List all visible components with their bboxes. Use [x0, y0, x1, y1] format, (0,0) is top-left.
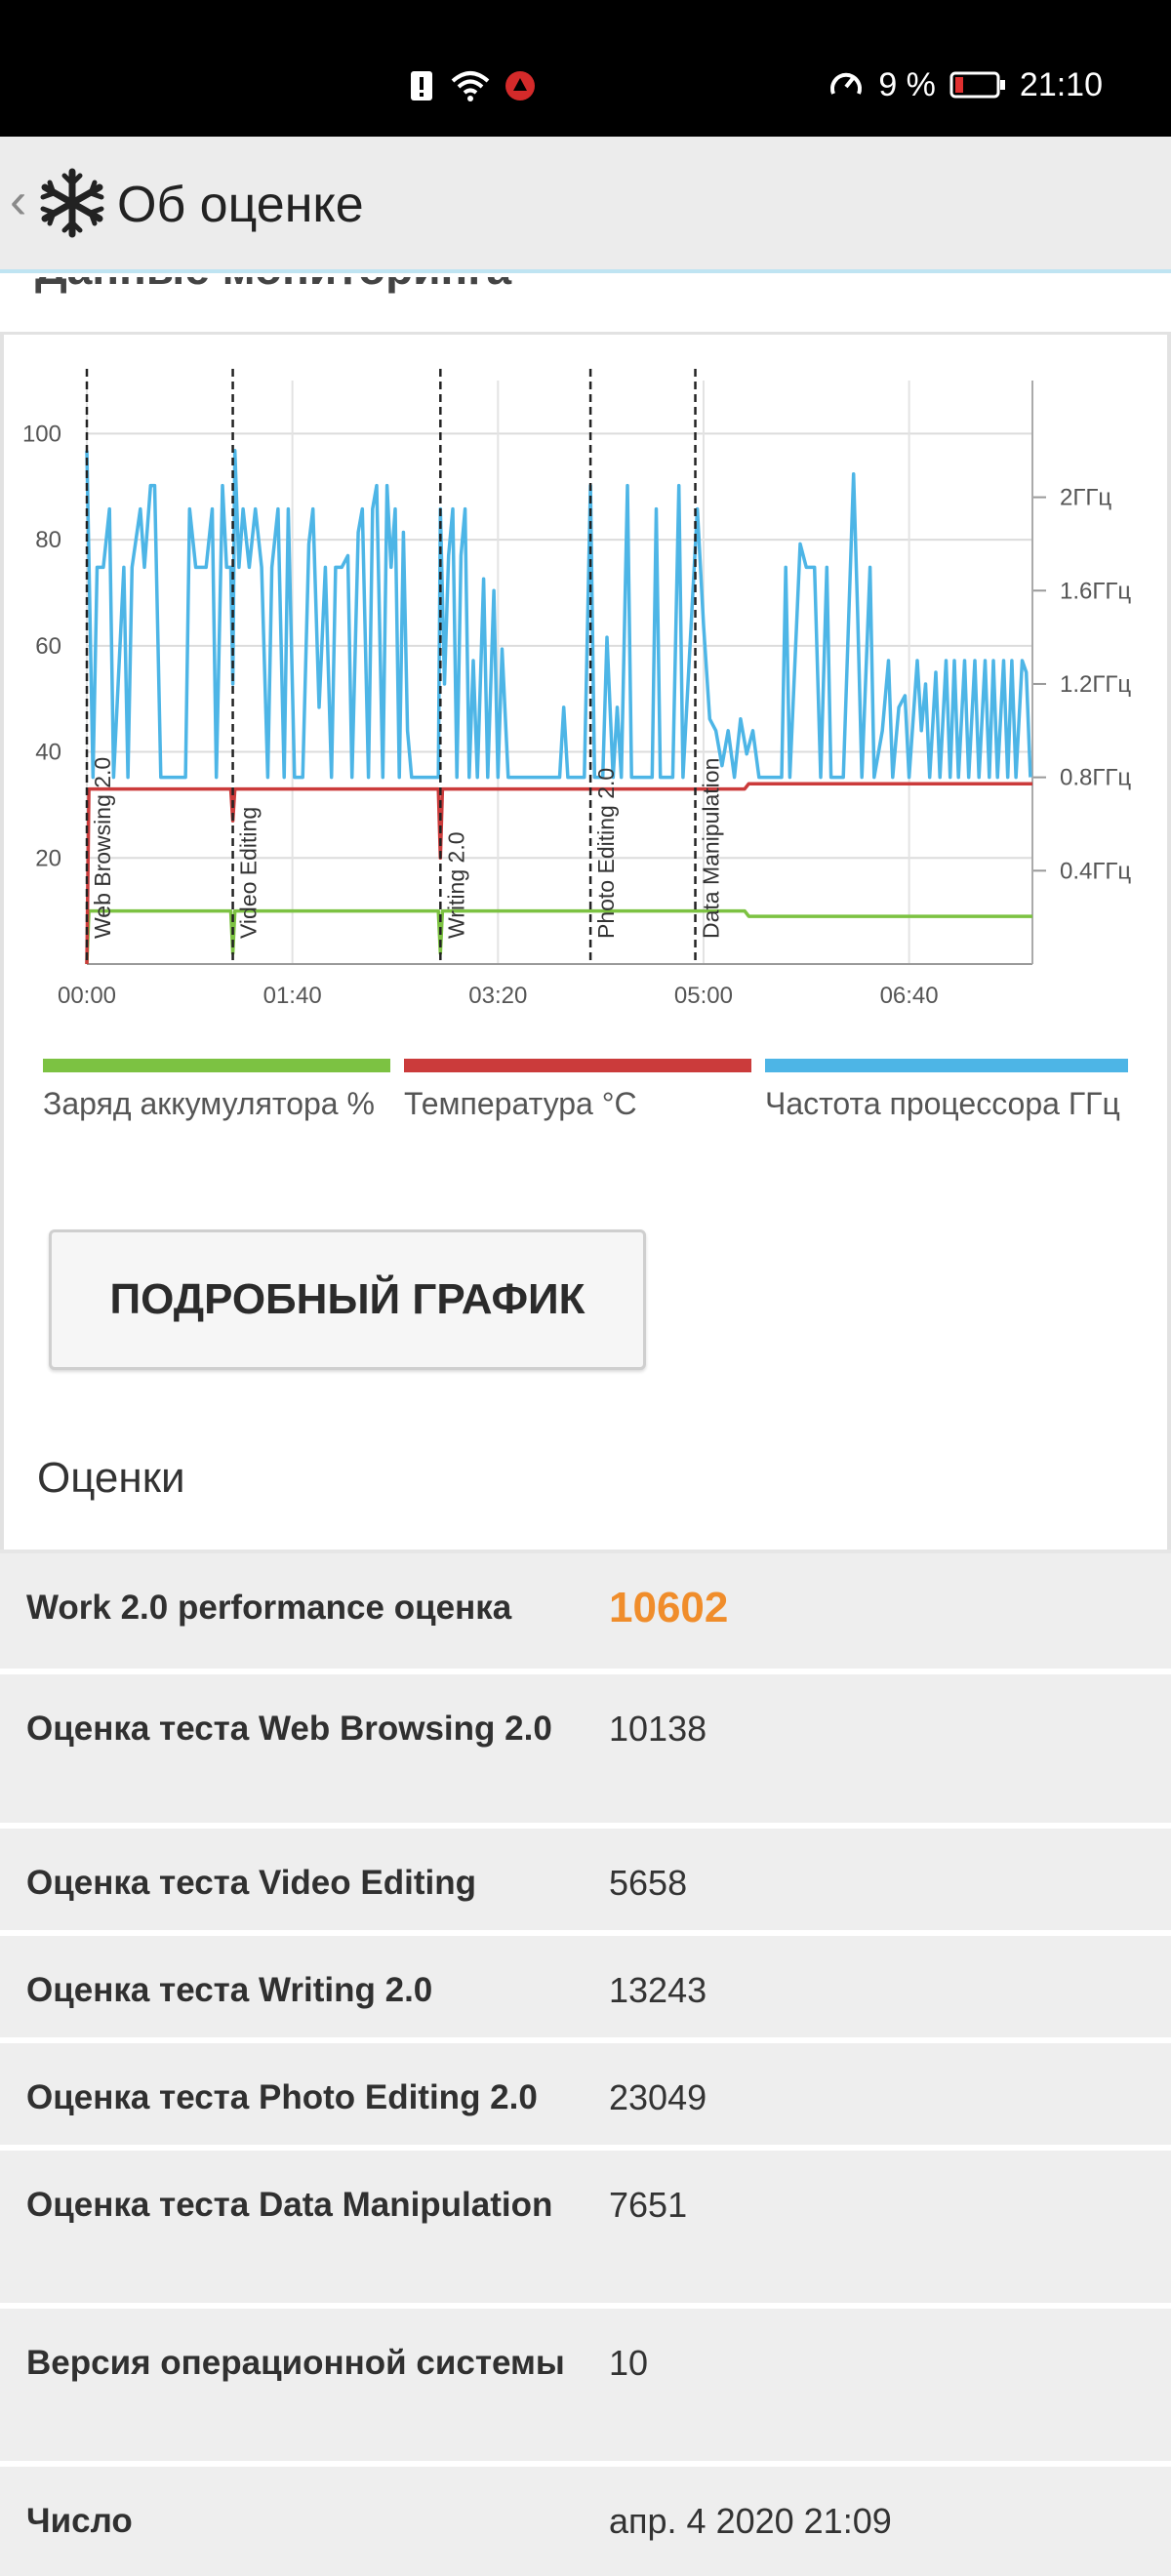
- legend-cpu: Частота процессора ГГц: [765, 1059, 1128, 1166]
- series-line: [85, 449, 1032, 780]
- y-left-tick-label: 20: [35, 845, 61, 871]
- table-row: Оценка теста Video Editing 5658: [0, 1829, 1171, 1936]
- legend-swatch-temperature: [404, 1059, 751, 1072]
- marker-label: Data Manipulation: [699, 758, 724, 939]
- marker-label: Writing 2.0: [443, 831, 468, 939]
- score-label: Версия операционной системы: [26, 2344, 565, 2382]
- table-row: Число апр. 4 2020 21:09: [0, 2467, 1171, 2576]
- alert-icon: [411, 71, 432, 101]
- score-value: 10138: [609, 1709, 707, 1749]
- legend-battery: Заряд аккумулятора %: [43, 1059, 390, 1166]
- table-row: Версия операционной системы 10: [0, 2309, 1171, 2467]
- card-edge-right: [1167, 332, 1171, 2576]
- legend-temperature: Температура °C: [404, 1059, 751, 1166]
- monitoring-chart: 20 40 60 80 100 0.4ГГц 0.8ГГц 1.2ГГц 1.6ГГц 2ГГц 0…: [22, 369, 1131, 1005]
- battery-percent: 9 %: [878, 65, 936, 103]
- y-right-tick-label: 2ГГц: [1060, 485, 1111, 511]
- score-value: апр. 4 2020 21:09: [609, 2501, 892, 2541]
- score-label: Оценка теста Data Manipulation: [26, 2186, 553, 2224]
- scores-section-title: Оценки: [37, 1454, 185, 1502]
- series-line: [85, 782, 1032, 965]
- status-bar: 9 % 21:10: [0, 0, 1171, 137]
- legend-label-temperature: Температура °C: [404, 1086, 637, 1121]
- y-right-tick-label: 1.2ГГц: [1060, 671, 1131, 698]
- score-value-main: 10602: [609, 1584, 729, 1631]
- y-left-tick-label: 40: [35, 740, 61, 766]
- cut-section-heading: Данные мониторинга: [0, 277, 1171, 332]
- table-row: Оценка теста Data Manipulation 7651: [0, 2151, 1171, 2309]
- data-saver-icon: [830, 72, 863, 95]
- x-tick-label: 03:20: [468, 983, 527, 1005]
- legend-label-battery: Заряд аккумулятора %: [43, 1086, 375, 1121]
- table-row: Оценка теста Web Browsing 2.0 10138: [0, 1674, 1171, 1829]
- snowflake-logo-icon: [40, 168, 104, 238]
- x-tick-label: 00:00: [58, 983, 116, 1005]
- page-title: Об оценке: [117, 177, 364, 233]
- y-right-tick-label: 0.8ГГц: [1060, 765, 1131, 791]
- marker-label: Photo Editing 2.0: [593, 768, 619, 939]
- score-value: 7651: [609, 2185, 688, 2225]
- wifi-icon: [451, 71, 490, 101]
- x-tick-label: 06:40: [880, 983, 939, 1005]
- legend-label-cpu: Частота процессора ГГц: [765, 1086, 1120, 1121]
- series-line: [85, 908, 1032, 965]
- score-label: Число: [26, 2502, 133, 2540]
- score-label: Оценка теста Writing 2.0: [26, 1971, 433, 2009]
- y-left-tick-label: 80: [35, 527, 61, 553]
- app-bar: ‹ Об оценке: [0, 137, 1171, 273]
- x-tick-label: 01:40: [263, 983, 322, 1005]
- y-right-tick-label: 0.4ГГц: [1060, 858, 1131, 884]
- status-right: 9 % 21:10: [828, 60, 1103, 109]
- y-left-tick-label: 100: [22, 421, 61, 447]
- divider: [0, 1550, 1171, 1553]
- battery-icon: [949, 71, 1005, 99]
- table-row: Work 2.0 performance оценка 10602: [0, 1553, 1171, 1674]
- score-value: 23049: [609, 2077, 707, 2117]
- y-right-tick-label: 1.6ГГц: [1060, 578, 1131, 604]
- status-icons: [408, 64, 537, 107]
- detailed-chart-button[interactable]: ПОДРОБНЫЙ ГРАФИК: [49, 1229, 646, 1370]
- score-value: 13243: [609, 1970, 707, 2010]
- legend-swatch-battery: [43, 1059, 390, 1072]
- score-label: Оценка теста Web Browsing 2.0: [26, 1710, 552, 1748]
- score-label: Work 2.0 performance оценка: [26, 1589, 512, 1627]
- back-chevron-icon[interactable]: ‹: [10, 173, 27, 229]
- score-label: Оценка теста Video Editing: [26, 1864, 476, 1902]
- marker-label: Video Editing: [236, 807, 262, 939]
- table-row: Оценка теста Writing 2.0 13243: [0, 1936, 1171, 2043]
- score-label: Оценка теста Photo Editing 2.0: [26, 2078, 538, 2116]
- x-tick-label: 05:00: [674, 983, 733, 1005]
- score-value: 10: [609, 2343, 649, 2383]
- app-notification-icon: [505, 71, 535, 101]
- divider: [0, 332, 1171, 335]
- marker-label: Web Browsing 2.0: [90, 757, 115, 939]
- table-row: Оценка теста Photo Editing 2.0 23049: [0, 2043, 1171, 2151]
- card-edge-left: [0, 332, 4, 2576]
- y-left-tick-label: 60: [35, 633, 61, 660]
- legend-swatch-cpu: [765, 1059, 1128, 1072]
- clock: 21:10: [1019, 65, 1103, 103]
- score-value: 5658: [609, 1863, 688, 1903]
